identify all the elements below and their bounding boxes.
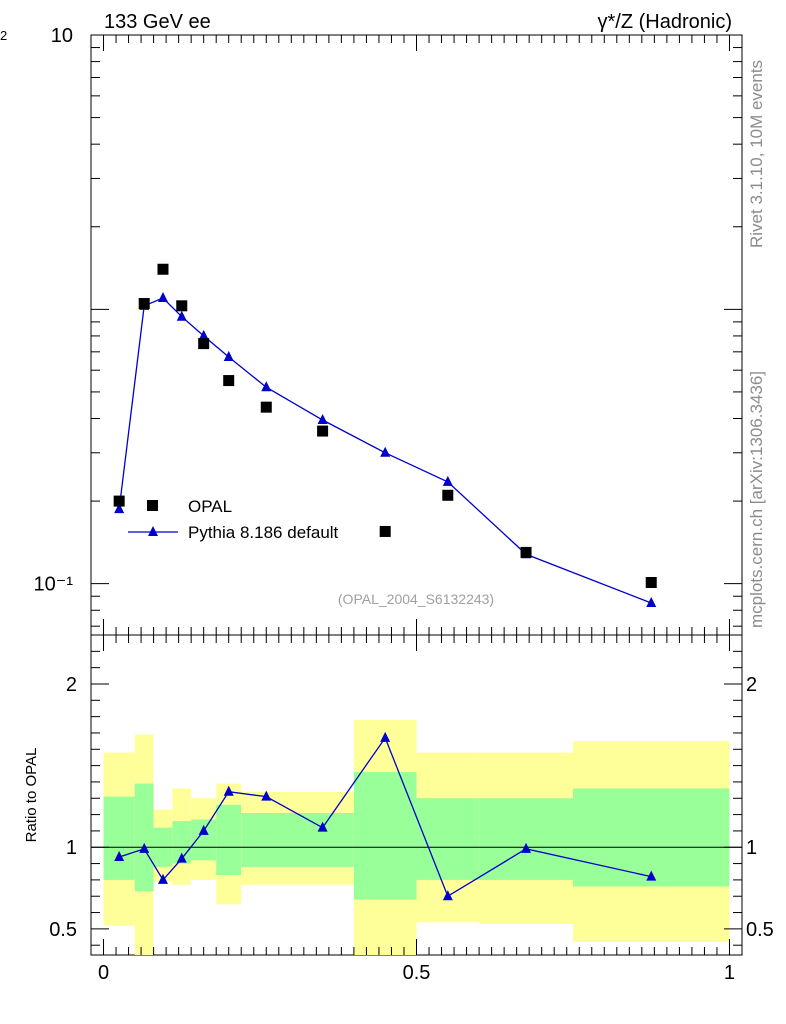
mc-point — [380, 446, 391, 457]
analysis-watermark: (OPAL_2004_S6132243) — [338, 591, 494, 607]
data-point — [138, 298, 150, 310]
ratio-band-inner — [479, 798, 573, 880]
data-point — [113, 495, 125, 507]
ratio-y-tick-label-right: 0.5 — [746, 919, 774, 941]
ratio-band-inner — [416, 798, 480, 880]
ratio-y-tick-label: 0.5 — [49, 919, 77, 941]
mc-point — [114, 503, 125, 514]
data-point — [157, 263, 169, 275]
mc-point — [646, 597, 657, 608]
ratio-y-tick-label: 1 — [66, 837, 77, 859]
ratio-band-inner — [353, 772, 417, 900]
mc-point — [157, 291, 168, 302]
legend-mc-label: Pythia 8.186 default — [188, 523, 339, 542]
main-y-tick-label: 10⁻¹ — [34, 574, 74, 596]
ratio-y-tick-label-right: 1 — [746, 837, 757, 859]
data-point — [317, 425, 329, 437]
ratio-y-axis-label: Ratio to OPAL — [23, 748, 40, 843]
ratio-uncertainty-bands — [103, 719, 730, 955]
ratio-mc-point — [380, 731, 391, 742]
main-y-tick-label: 10 — [51, 25, 73, 47]
ratio-mc-point — [442, 890, 453, 901]
ratio-band-inner — [103, 796, 135, 880]
legend-data-marker — [147, 500, 158, 511]
y-exponent-fragment: 2 — [0, 28, 7, 43]
axis-ticks — [91, 34, 742, 955]
legend-data-label: OPAL — [188, 497, 232, 516]
rivet-version-label: Rivet 3.1.10, 10M events — [747, 60, 766, 248]
ratio-mc-point — [198, 824, 209, 835]
legend-mc-marker — [148, 526, 158, 536]
mc-point — [198, 329, 209, 340]
ratio-mc-point — [521, 842, 532, 853]
data-point — [176, 300, 188, 312]
mc-point — [223, 351, 234, 362]
ratio-mc-line — [118, 736, 652, 898]
axis-tick-labels: 10 10⁻¹ 0.5 0.5 1 1 2 2 0 0.5 1 — [34, 25, 774, 984]
ratio-mc-point — [646, 870, 657, 881]
mc-point — [317, 414, 328, 425]
ratio-mc-point — [176, 852, 187, 863]
data-point — [260, 401, 272, 413]
data-point — [223, 375, 235, 387]
ratio-y-tick-label: 2 — [66, 674, 77, 696]
data-point — [198, 338, 210, 350]
data-series — [113, 263, 657, 901]
x-tick-label: 1 — [724, 962, 735, 984]
ratio-band-inner — [572, 788, 730, 887]
ratio-mc-point — [223, 785, 234, 796]
data-point — [379, 525, 391, 537]
x-tick-label: 0 — [98, 962, 109, 984]
data-point — [442, 489, 454, 501]
mcplots-site-label: mcplots.cern.ch [arXiv:1306.3436] — [747, 371, 766, 628]
ratio-band-inner — [134, 783, 154, 892]
x-tick-label: 0.5 — [403, 962, 431, 984]
ratio-mc-point — [157, 873, 168, 884]
data-point — [645, 576, 657, 588]
ratio-mc-point — [261, 790, 272, 801]
mc-point — [261, 381, 272, 392]
ratio-y-tick-label-right: 2 — [746, 674, 757, 696]
ratio-mc-point — [317, 821, 328, 832]
mc-point — [176, 310, 187, 321]
process-label: γ*/Z (Hadronic) — [598, 11, 732, 33]
ratio-band-inner — [216, 804, 242, 875]
main-plot-frame — [90, 34, 743, 636]
data-point — [520, 546, 532, 558]
ratio-mc-point — [139, 842, 150, 853]
ratio-band-inner — [241, 812, 354, 867]
energy-label: 133 GeV ee — [104, 11, 211, 33]
mc-point — [442, 475, 453, 486]
ratio-mc-point — [114, 851, 125, 862]
